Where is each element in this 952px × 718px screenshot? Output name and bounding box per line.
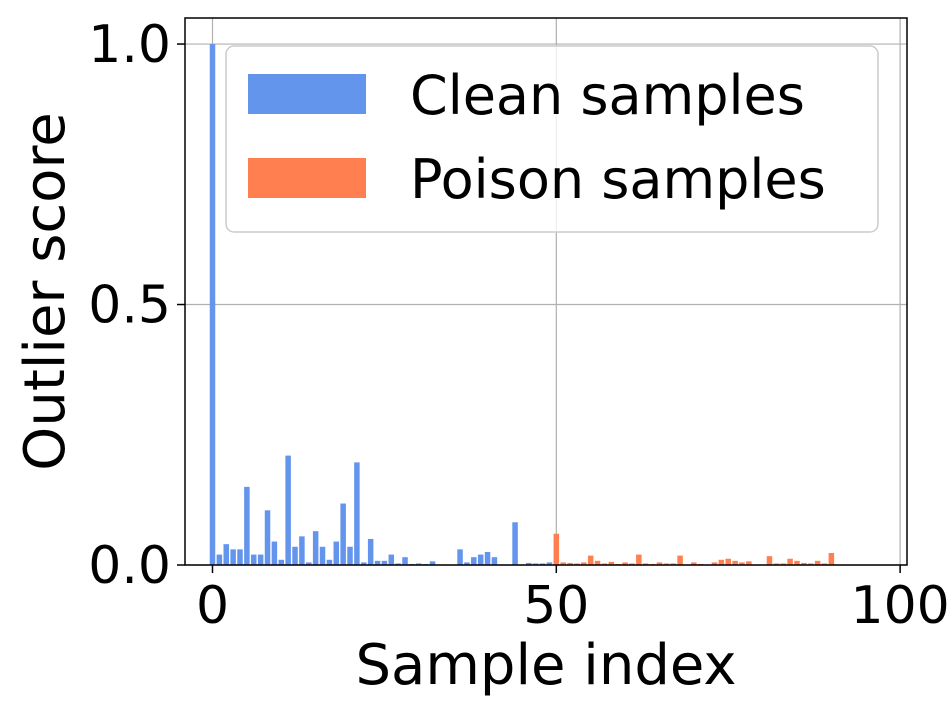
poison-sample-bar bbox=[560, 562, 566, 565]
legend-box bbox=[225, 45, 879, 233]
poison-sample-bar bbox=[574, 563, 580, 565]
poison-sample-bar bbox=[587, 555, 594, 565]
poison-sample-bar bbox=[794, 560, 800, 565]
legend-label-clean: Clean samples bbox=[410, 64, 805, 127]
poison-sample-bar bbox=[773, 563, 780, 565]
clean-sample-bar bbox=[319, 546, 326, 565]
poison-sample-bar bbox=[807, 563, 814, 565]
clean-sample-bar bbox=[209, 44, 216, 566]
clean-sample-bar bbox=[299, 536, 305, 565]
clean-sample-bar bbox=[230, 549, 236, 565]
poison-sample-bar bbox=[663, 563, 670, 565]
poison-sample-bar bbox=[601, 563, 608, 565]
poison-sample-bar bbox=[739, 562, 745, 565]
poison-sample-bar bbox=[553, 533, 560, 565]
legend-swatch-clean bbox=[248, 74, 366, 114]
poison-sample-bar bbox=[718, 559, 725, 565]
clean-sample-bar bbox=[223, 544, 230, 565]
poison-sample-bar bbox=[622, 562, 628, 565]
clean-sample-bar bbox=[402, 557, 408, 565]
clean-sample-bar bbox=[306, 562, 312, 565]
clean-sample-bar bbox=[251, 554, 257, 565]
legend: Clean samples Poison samples bbox=[225, 45, 879, 233]
legend-swatch-poison bbox=[248, 158, 366, 198]
clean-sample-bar bbox=[457, 549, 463, 565]
clean-sample-bar bbox=[512, 522, 518, 565]
clean-sample-bar bbox=[271, 541, 278, 565]
clean-sample-bar bbox=[264, 510, 271, 565]
poison-sample-bar bbox=[581, 562, 587, 565]
clean-sample-bar bbox=[484, 551, 491, 565]
x-axis-label: Sample index bbox=[356, 633, 737, 698]
clean-sample-bar bbox=[361, 562, 367, 565]
poison-sample-bar bbox=[691, 562, 697, 565]
poison-sample-bar bbox=[780, 563, 786, 565]
clean-sample-bar bbox=[416, 563, 422, 565]
poison-sample-bar bbox=[642, 563, 649, 565]
clean-sample-bar bbox=[464, 562, 470, 565]
clean-sample-bar bbox=[312, 531, 319, 565]
clean-sample-bar bbox=[347, 546, 353, 565]
clean-sample-bar bbox=[244, 486, 250, 565]
clean-sample-bar bbox=[354, 462, 360, 565]
poison-sample-bar bbox=[814, 560, 821, 565]
plot-frame bbox=[184, 17, 908, 566]
clean-sample-bar bbox=[477, 554, 484, 565]
poison-sample-bar bbox=[725, 558, 731, 565]
clean-sample-bar bbox=[278, 559, 285, 565]
clean-sample-bar bbox=[491, 557, 498, 565]
clean-sample-bar bbox=[539, 563, 546, 565]
clean-sample-bar bbox=[326, 559, 333, 565]
clean-sample-bar bbox=[526, 562, 532, 565]
x-tick-label: 50 bbox=[523, 576, 589, 636]
poison-sample-bar bbox=[594, 560, 601, 565]
x-tick-label: 0 bbox=[196, 576, 229, 636]
y-tick-label: 1.0 bbox=[88, 15, 171, 75]
clean-sample-bar bbox=[388, 554, 395, 565]
poison-sample-bar bbox=[787, 558, 793, 565]
bars bbox=[209, 44, 835, 566]
poison-sample-bar bbox=[656, 562, 663, 565]
poison-sample-bar bbox=[677, 555, 683, 565]
poison-sample-bar bbox=[567, 562, 573, 565]
ticks: 0 50 100 0.0 0.5 1.0 bbox=[88, 15, 949, 636]
poison-sample-bar bbox=[801, 562, 807, 565]
poison-sample-bar bbox=[670, 563, 676, 565]
y-axis-label: Outlier score bbox=[13, 112, 78, 470]
y-tick-label: 0.5 bbox=[88, 276, 171, 336]
clean-sample-bar bbox=[429, 561, 436, 565]
clean-sample-bar bbox=[216, 554, 223, 565]
clean-sample-bar bbox=[257, 554, 264, 565]
x-tick-label: 100 bbox=[850, 576, 949, 636]
clean-sample-bar bbox=[546, 562, 553, 565]
poison-sample-bar bbox=[828, 553, 835, 565]
clean-sample-bar bbox=[471, 557, 477, 565]
poison-sample-bar bbox=[711, 562, 718, 565]
clean-sample-bar bbox=[340, 503, 346, 565]
poison-sample-bar bbox=[629, 563, 635, 565]
clean-sample-bar bbox=[532, 563, 539, 565]
clean-sample-bar bbox=[367, 538, 374, 565]
poison-sample-bar bbox=[746, 561, 752, 565]
clean-sample-bar bbox=[333, 541, 340, 565]
clean-sample-bar bbox=[237, 549, 243, 565]
poison-sample-bar bbox=[636, 554, 642, 565]
poison-sample-bar bbox=[732, 560, 738, 565]
poison-sample-bar bbox=[766, 556, 773, 565]
poison-sample-bar bbox=[821, 563, 828, 565]
legend-label-poison: Poison samples bbox=[410, 148, 826, 211]
clean-sample-bar bbox=[285, 455, 291, 565]
y-tick-label: 0.0 bbox=[88, 536, 171, 596]
clean-sample-bar bbox=[292, 546, 298, 565]
clean-sample-bar bbox=[381, 560, 388, 565]
poison-sample-bar bbox=[608, 561, 615, 565]
clean-sample-bar bbox=[374, 560, 381, 565]
clean-sample-bar bbox=[395, 563, 401, 565]
